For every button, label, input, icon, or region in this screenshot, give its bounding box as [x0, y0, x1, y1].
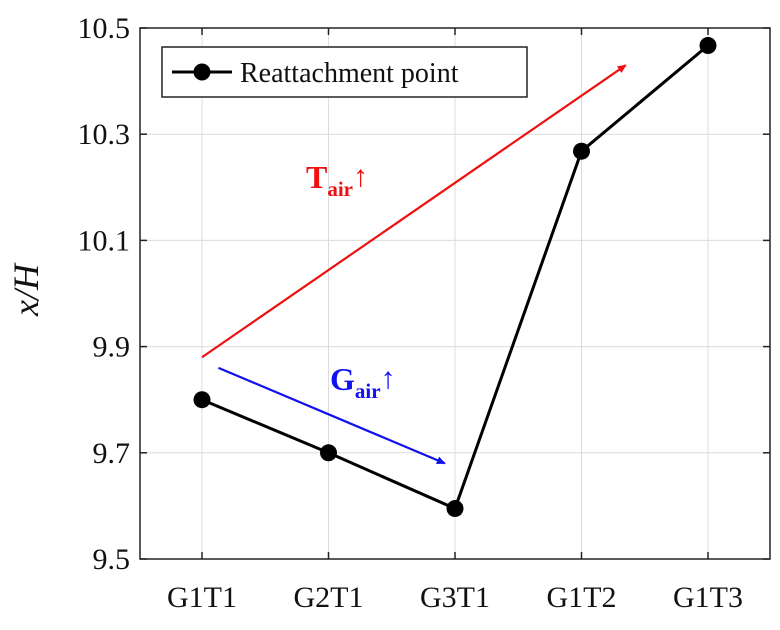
- x-tick-label: G3T1: [420, 581, 490, 614]
- x-tick-label: G2T1: [294, 581, 364, 614]
- gair-arrow: [218, 366, 446, 465]
- y-tick-label: 10.5: [78, 12, 131, 45]
- y-tick-label: 10.3: [78, 118, 131, 151]
- y-tick-label: 10.1: [78, 224, 131, 257]
- x-tick-label: G1T3: [673, 581, 743, 614]
- annotations: Tair↑ Gair↑: [201, 64, 627, 465]
- y-axis-label: x/H: [6, 262, 46, 317]
- legend-marker: [193, 63, 211, 81]
- data-point: [193, 391, 211, 409]
- x-tick-label: G1T2: [547, 581, 617, 614]
- y-tick-label: 9.9: [93, 331, 131, 364]
- y-tick-label: 9.5: [93, 543, 131, 576]
- legend: Reattachment point: [161, 46, 528, 98]
- grid: [140, 27, 770, 560]
- tick-labels: 9.5 9.7 9.9 10.1 10.3 10.5 G1T1 G2T1 G3T1 G1T2 G1T…: [78, 12, 770, 614]
- data-point: [320, 444, 337, 462]
- data-point: [573, 142, 590, 160]
- x-tick-label: G1T1: [167, 581, 237, 614]
- tair-arrow: [201, 64, 627, 359]
- tair-label: Tair↑: [306, 159, 368, 201]
- gair-label: Gair↑: [330, 361, 396, 403]
- legend-label: Reattachment point: [240, 58, 459, 89]
- y-tick-label: 9.7: [93, 437, 131, 470]
- series-reattachment-point: [193, 37, 717, 518]
- data-point: [446, 500, 464, 518]
- data-point: [699, 37, 717, 55]
